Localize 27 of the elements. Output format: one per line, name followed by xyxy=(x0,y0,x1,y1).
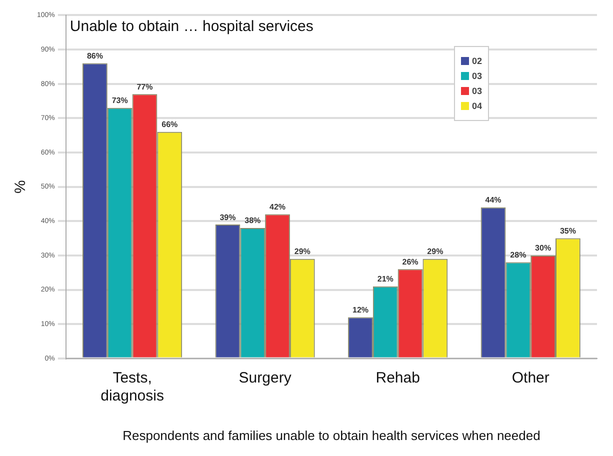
x-axis-title: Respondents and families unable to obtain health services when needed xyxy=(122,428,540,443)
x-tick-label: Tests, diagnosis xyxy=(100,370,164,405)
chart-title: Unable to obtain … hospital services xyxy=(70,18,314,35)
legend-label: 02 xyxy=(472,56,482,66)
x-tick-label: Surgery xyxy=(238,370,292,387)
data-label: 77% xyxy=(136,82,153,92)
data-label: 73% xyxy=(112,96,128,106)
data-label: 12% xyxy=(352,305,369,314)
data-label: 66% xyxy=(162,120,178,130)
legend-label: 03 xyxy=(472,71,482,81)
data-label: 44% xyxy=(485,196,502,205)
data-label: 35% xyxy=(560,226,576,236)
data-label: 39% xyxy=(220,212,236,222)
legend-label: 04 xyxy=(472,101,482,111)
data-label: 26% xyxy=(402,257,418,266)
data-label: 28% xyxy=(510,250,526,260)
data-label: 29% xyxy=(294,247,310,256)
data-label: 30% xyxy=(535,244,552,253)
data-label: 21% xyxy=(377,274,394,284)
x-tick-label: Rehab xyxy=(376,370,420,387)
legend-label: 03 xyxy=(472,86,482,96)
y-axis-title: % xyxy=(12,180,30,194)
data-label: 42% xyxy=(270,202,286,212)
data-label: 86% xyxy=(86,51,103,60)
data-label: 29% xyxy=(427,247,444,256)
x-tick-label: Other xyxy=(512,370,550,387)
data-label: 38% xyxy=(244,216,261,226)
